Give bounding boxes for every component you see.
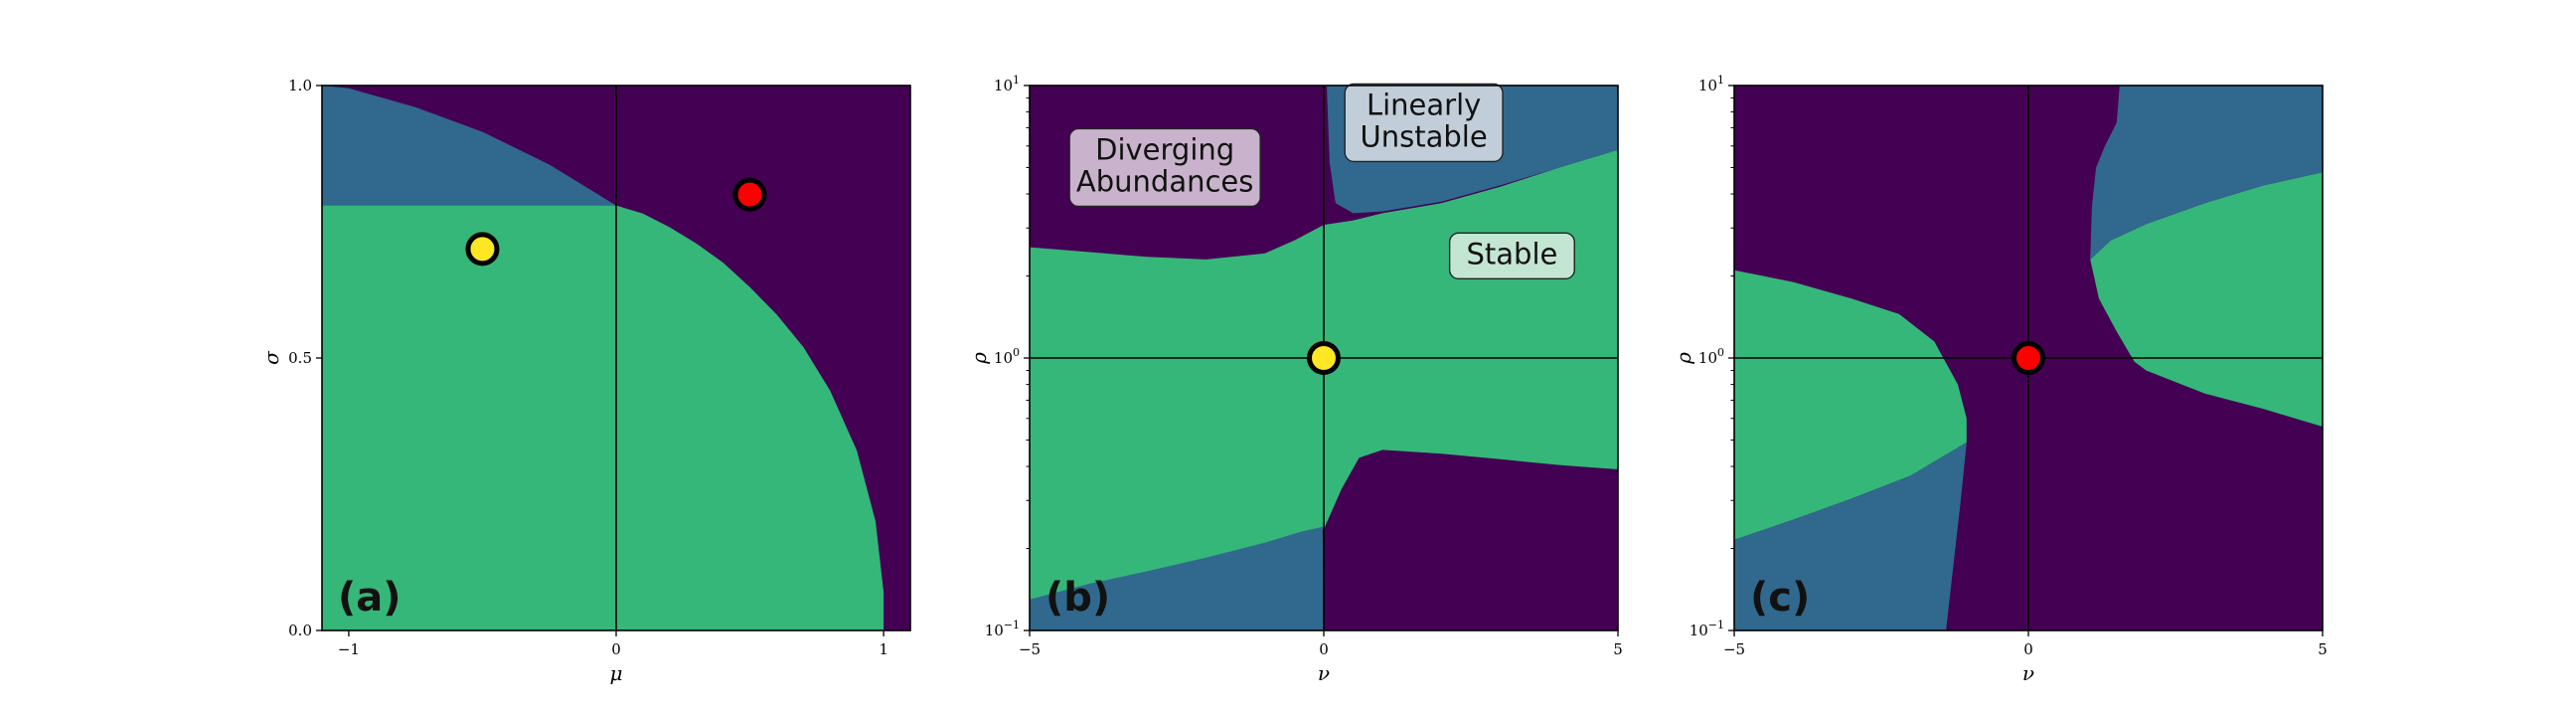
panel-label: (c) <box>1750 575 1810 621</box>
x-axis-label: ν <box>1318 661 1330 685</box>
panel-0: −1 0 1 0.0 0.5 1.0 μ σ (a) <box>259 77 911 685</box>
y-tick-label: 101 <box>994 74 1020 94</box>
region-annotation-2: Stable <box>1448 232 1575 280</box>
y-axis-label: ρ <box>1672 352 1695 365</box>
x-axis-label: ν <box>2022 661 2034 685</box>
y-tick-label: 10−1 <box>985 619 1020 639</box>
x-tick-label: 5 <box>2318 640 2328 658</box>
annotation-box <box>1448 232 1575 280</box>
annotation-text: Diverging <box>1095 132 1234 166</box>
x-tick-label: 0 <box>611 640 621 658</box>
x-tick-label: 0 <box>1319 640 1329 658</box>
x-tick-label: −1 <box>338 640 360 658</box>
annotation-box <box>1068 127 1261 208</box>
region-linearly-unstable <box>2090 86 2323 260</box>
region-linearly-unstable <box>322 86 616 206</box>
annotation-box <box>1344 83 1504 163</box>
x-tick-label: 1 <box>879 640 888 658</box>
region-stable <box>1734 269 1967 540</box>
region-stable <box>2090 172 2323 427</box>
y-axis-label: σ <box>259 350 283 365</box>
panel-2: −5 0 5 10−1 100 101 ν ρ (c) <box>1672 74 2328 685</box>
y-tick-label: 101 <box>1698 74 1724 94</box>
plot-area <box>322 86 910 630</box>
marker-point <box>2012 341 2045 375</box>
region-stable <box>322 205 885 630</box>
x-tick-label: 0 <box>2023 640 2033 658</box>
marker-point <box>732 177 767 212</box>
y-tick-label: 1.0 <box>288 77 312 94</box>
panel-label: (a) <box>338 575 402 621</box>
x-tick-label: −5 <box>1723 640 1745 658</box>
annotation-text: Stable <box>1467 237 1558 270</box>
region-linearly-unstable <box>1030 526 1324 630</box>
y-tick-label: 100 <box>1698 346 1724 367</box>
marker-point <box>465 232 500 267</box>
annotation-text: Linearly <box>1367 88 1481 121</box>
y-tick-label: 0.5 <box>288 349 312 367</box>
annotation-text: Unstable <box>1361 119 1488 153</box>
y-tick-label: 100 <box>994 346 1020 367</box>
x-tick-label: 5 <box>1613 640 1623 658</box>
panel-label: (b) <box>1046 575 1110 621</box>
y-tick-label: 0.0 <box>288 622 312 639</box>
y-axis-label: ρ <box>967 352 991 365</box>
x-tick-label: −5 <box>1019 640 1041 658</box>
region-linearly-unstable <box>1734 442 1967 630</box>
x-axis-label: μ <box>610 661 623 685</box>
marker-point <box>1307 341 1341 375</box>
annotation-text: Abundances <box>1076 164 1253 198</box>
y-tick-label: 10−1 <box>1690 619 1724 639</box>
